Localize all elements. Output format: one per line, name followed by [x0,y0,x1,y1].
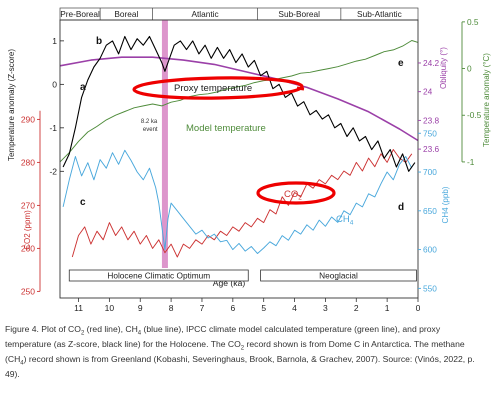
x-tick-label: 6 [230,303,235,313]
series-ch4-line [62,149,413,254]
x-tick-label: 8 [169,303,174,313]
frame-rect [59,19,419,299]
obliquity-tick-label: 24.2 [423,58,440,68]
climate-period-boxes: Holocene Climatic Optimum Neoglacial [68,269,417,282]
x-tick-label: 11 [74,303,83,313]
series-co2-line [71,149,413,258]
climate-period-box [260,269,417,282]
climate-period-label: Neoglacial [319,271,358,281]
temp-tick-label: 0.5 [467,17,479,27]
event-label-line1: 8.2 ka [141,119,158,125]
x-tick-label: 1 [385,303,390,313]
temp-tick-label: -0.5 [467,110,482,120]
annotation-co: CO2 [284,189,302,202]
panel-labels: a b c d e [80,36,404,213]
x-tick-label: 7 [200,303,205,313]
co2-tick-label: 270 [21,200,35,210]
panel-label-e: e [398,58,404,69]
annotation-ch: CH4 [336,214,354,227]
event-label-line2: event [143,127,158,133]
obliquity-axis-label: Obliquity (°) [439,47,448,89]
period-label: Boreal [114,9,138,19]
zscore-tick-label: -1 [49,123,57,133]
climate-period-label: Holocene Climatic Optimum [107,271,210,281]
temp-tick-label: -1 [467,157,475,167]
zscore-tick-label: 1 [52,36,57,46]
zscore-tick-label: -2 [49,166,57,176]
period-label: Pre-Boreal [60,9,100,19]
highlight-ellipse-co2 [256,181,336,205]
obliquity-tick-label: 23.6 [423,144,440,154]
annotation-proxy-temperature: Proxy temperature [174,83,252,94]
event-band [161,20,168,268]
zscore-tick-label: 0 [52,79,57,89]
climate-period-box [68,269,249,282]
series-proxy-temperature-line [62,35,416,172]
x-tick-label: 3 [323,303,328,313]
obliquity-tick-label: 23.8 [423,115,440,125]
period-label: Sub-Boreal [278,9,320,19]
series-model-temperature-line [59,40,419,163]
co2-tick-label: 290 [21,114,35,124]
ch4-tick-label: 650 [423,206,437,216]
period-label: Atlantic [191,9,218,19]
x-tick-label: 9 [138,303,143,313]
co2-axis-label: CO2 (ppm) [23,210,32,250]
series-layer [59,35,419,258]
ch4-tick-label: 750 [423,128,437,138]
obliquity-tick-label: 24 [423,87,433,97]
ch4-axis-label: CH4 (ppb) [441,186,450,223]
x-tick-label: 10 [105,303,115,313]
event-8-2ka-band [161,20,168,268]
annotation-model-temperature: Model temperature [186,123,266,134]
temp-axis-label: Temperature anomaly (°C) [482,53,491,147]
series-obliquity-line [59,56,419,142]
x-tick-label: 4 [292,303,297,313]
panel-label-d: d [398,202,404,213]
temp-tick-label: 0 [467,64,472,74]
co2-tick-label: 260 [21,243,35,253]
highlight-stroke-tail [296,86,305,91]
ch4-tick-label: 600 [423,245,437,255]
panel-label-c: c [80,197,86,208]
figure-caption: Figure 4. Plot of CO2 (red line), CH4 (b… [5,324,475,379]
co2-tick-label: 250 [21,286,35,296]
x-tick-label: 2 [354,303,359,313]
x-axis-label: Age (ka) [213,278,246,288]
holocene-chart: Pre-Boreal Boreal Atlantic Sub-Boreal Sub-At… [7,7,491,313]
ch4-tick-label: 700 [423,167,437,177]
annotation-layer: 8.2 ka event Proxy temperature Model temper… [132,76,354,227]
x-tick-label: 0 [416,303,421,313]
ch4-tick-label: 550 [423,283,437,293]
zscore-axis-label: Temperature anomaly (Z-score) [7,49,16,161]
co2-tick-label: 280 [21,157,35,167]
panel-label-a: a [80,82,86,93]
plot-frame [59,19,419,299]
panel-label-b: b [96,36,102,47]
highlight-ellipse-proxy [132,76,304,100]
period-label: Sub-Atlantic [357,9,402,19]
period-bar: Pre-Boreal Boreal Atlantic Sub-Boreal Sub-At… [59,7,419,21]
x-tick-label: 5 [261,303,266,313]
